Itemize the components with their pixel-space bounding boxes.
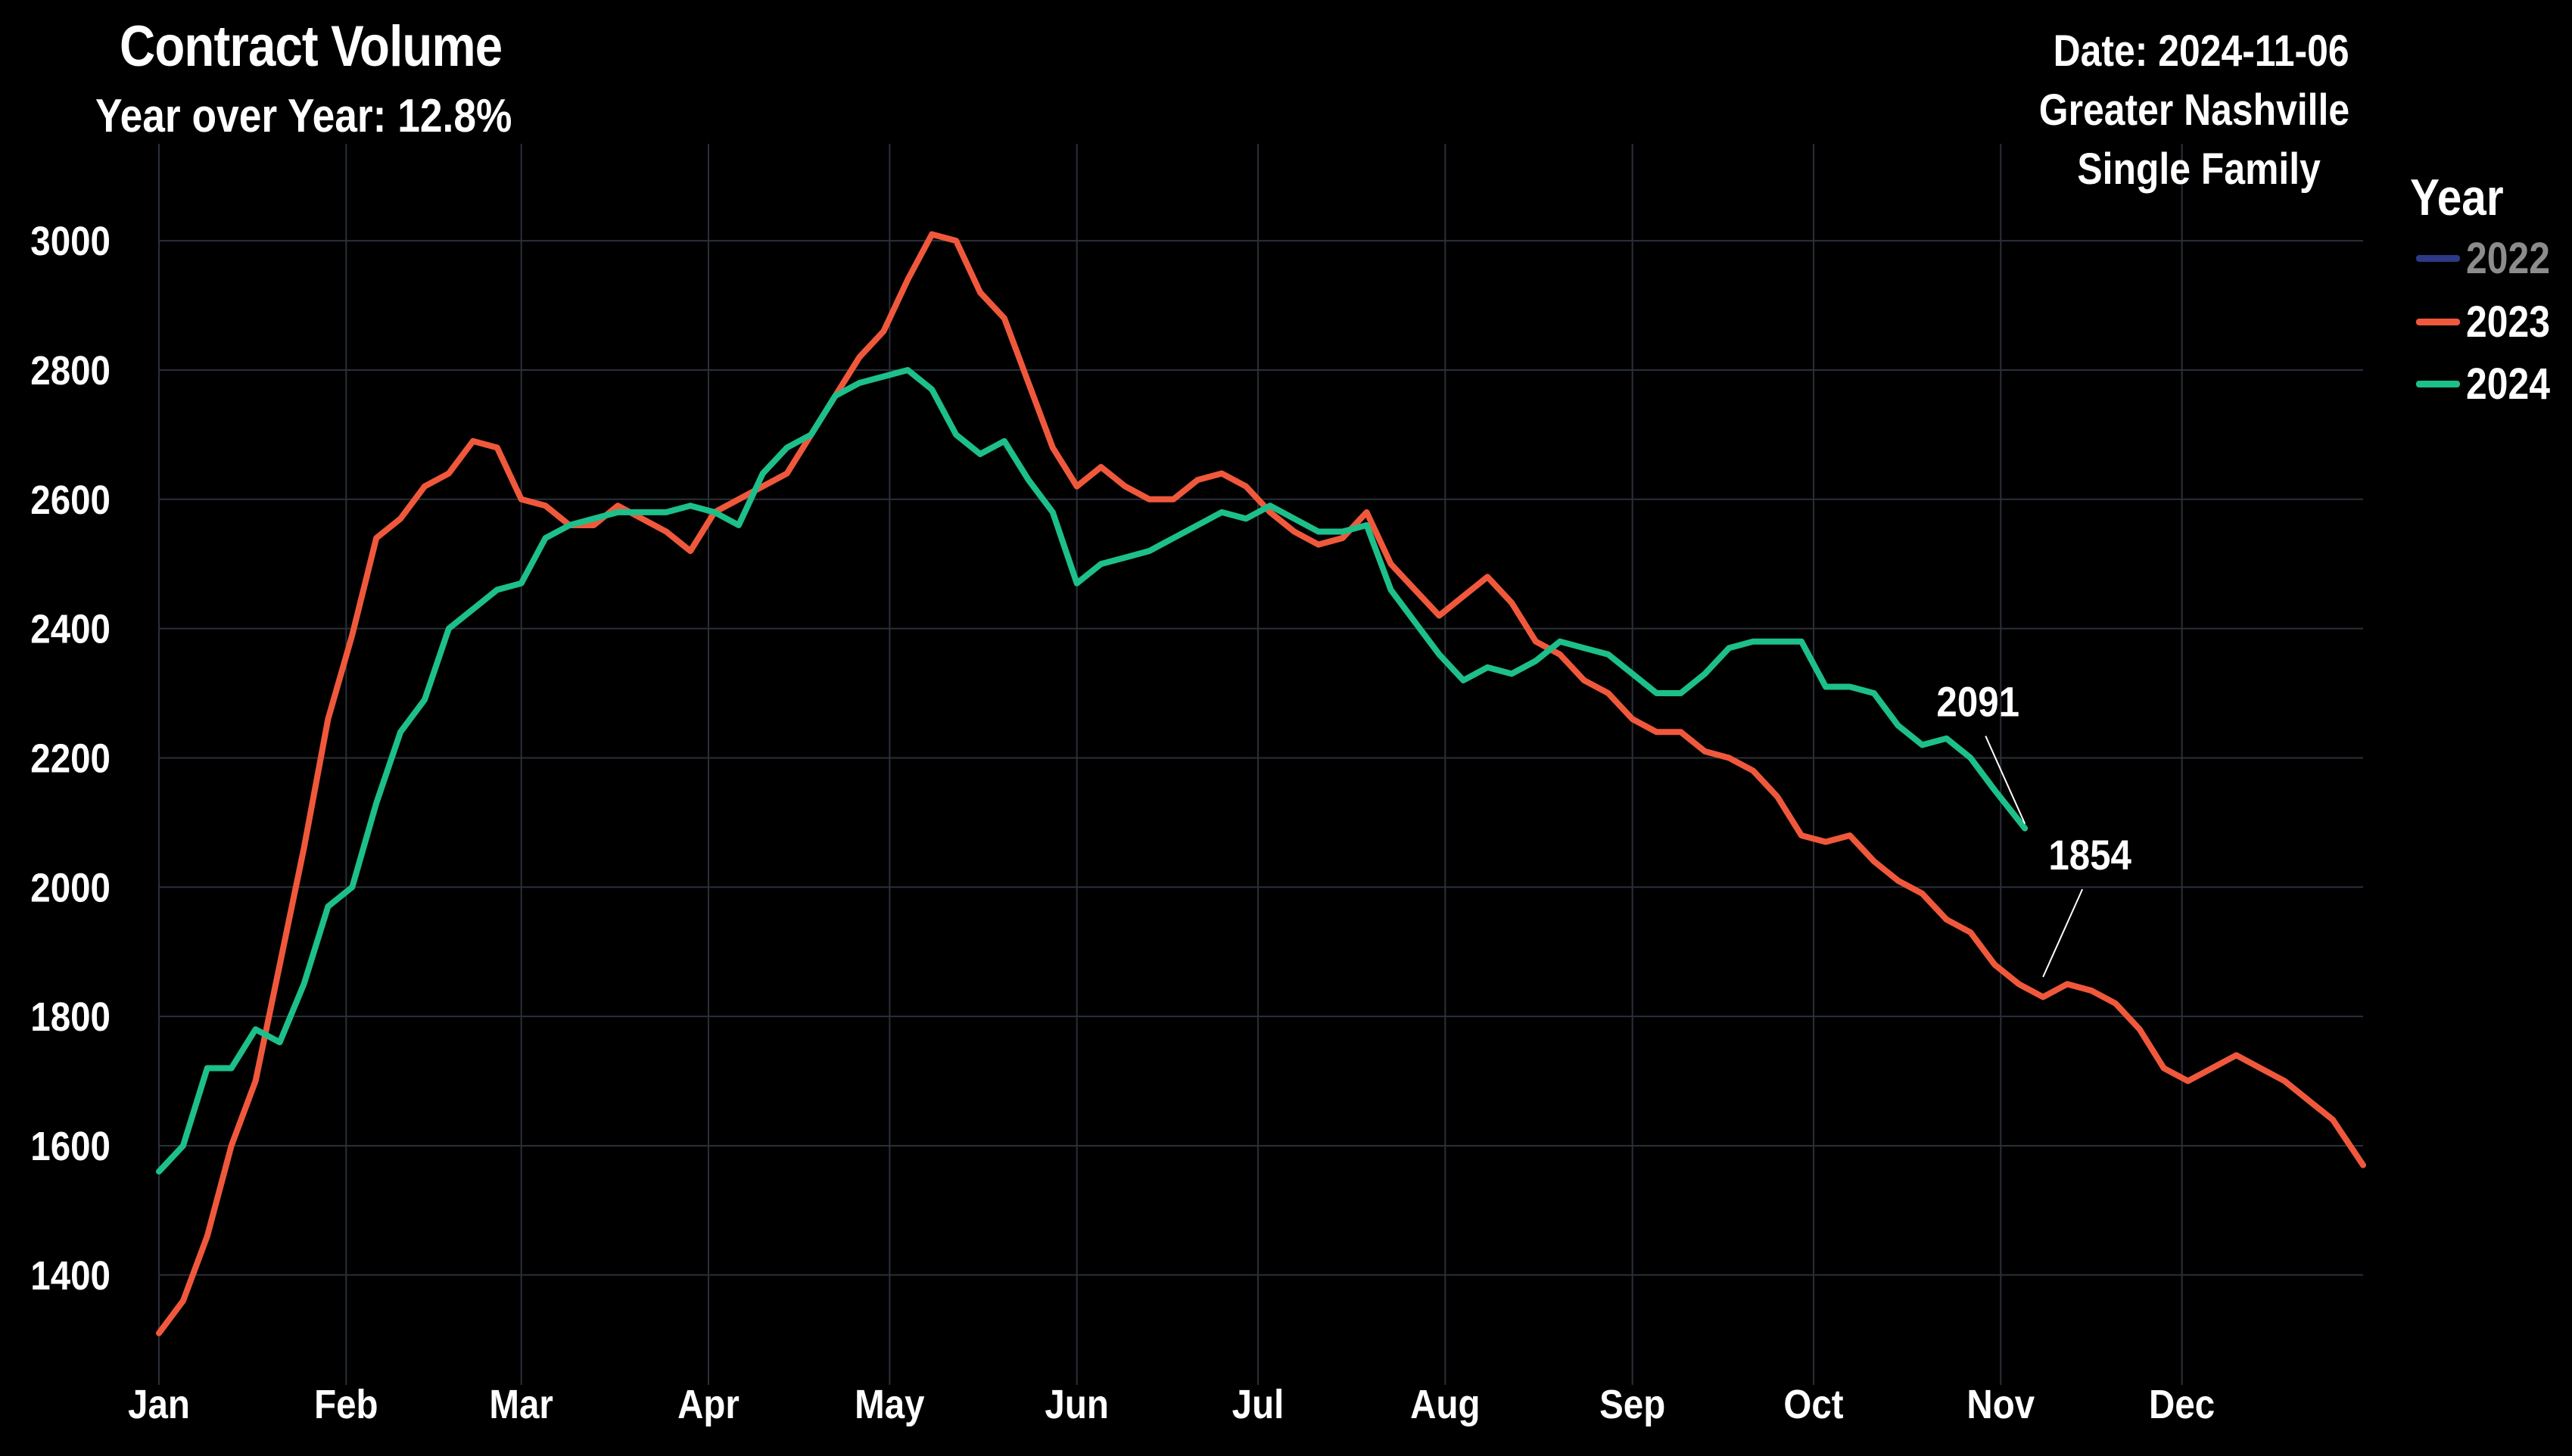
legend-item-2024[interactable]: 2024 [2416, 357, 2564, 410]
chart-subtitle: Year over Year: 12.8% [95, 90, 512, 142]
y-tick-2000: 2000 [30, 864, 111, 910]
annotation-label-2023: 1854 [2048, 832, 2131, 879]
series-line-2024 [156, 367, 2029, 1175]
y-tick-1400: 1400 [30, 1252, 111, 1299]
x-tick-dec: Dec [2149, 1381, 2215, 1427]
y-tick-3000: 3000 [30, 218, 111, 264]
x-tick-oct: Oct [1783, 1381, 1843, 1427]
date-label: Date: 2024-11-06 [2054, 26, 2349, 76]
legend-label-2024: 2024 [2466, 359, 2550, 409]
x-tick-may: May [855, 1381, 925, 1427]
y-tick-1600: 1600 [30, 1123, 111, 1169]
series-lines [156, 231, 2366, 1336]
x-tick-jun: Jun [1045, 1381, 1108, 1427]
legend-swatch-2023 [2416, 318, 2460, 325]
y-tick-2400: 2400 [30, 606, 111, 652]
y-tick-2600: 2600 [30, 477, 111, 523]
region-label: Greater Nashville [2038, 86, 2349, 135]
legend-label-2022: 2022 [2466, 233, 2550, 283]
x-tick-sep: Sep [1599, 1381, 1665, 1427]
annotation-leader-2024 [1985, 736, 2026, 824]
annotation-label-2024: 2091 [1936, 679, 2019, 726]
series-line-2023 [156, 231, 2366, 1336]
property-type-label: Single Family [2077, 145, 2321, 194]
legend-item-2022[interactable]: 2022 [2416, 232, 2564, 285]
legend-swatch-2024 [2416, 380, 2460, 387]
horizontal-gridlines [159, 240, 2363, 1276]
legend-item-2023[interactable]: 2023 [2416, 295, 2564, 348]
x-tick-nov: Nov [1966, 1381, 2035, 1427]
y-tick-2800: 2800 [30, 347, 111, 394]
x-axis-ticks: Jan Feb Mar Apr May Jun Jul Aug Sep Oct Nov Dec [128, 1381, 2215, 1427]
x-tick-jul: Jul [1232, 1381, 1284, 1427]
vertical-gridlines [158, 144, 2183, 1385]
x-tick-feb: Feb [314, 1381, 378, 1427]
x-tick-mar: Mar [489, 1381, 553, 1427]
x-tick-aug: Aug [1410, 1381, 1480, 1427]
annotations: 2091 1854 [1936, 679, 2132, 978]
legend-swatch-2022 [2416, 254, 2460, 262]
legend-title: Year [2410, 169, 2504, 226]
legend-label-2023: 2023 [2466, 297, 2550, 347]
y-tick-2200: 2200 [30, 736, 111, 782]
x-tick-apr: Apr [677, 1381, 740, 1427]
chart-title: Contract Volume [120, 14, 503, 79]
y-axis-ticks: 1400 1600 1800 2000 2200 2400 2600 2800 3000 [30, 218, 111, 1298]
annotation-leader-2023 [2042, 888, 2084, 978]
y-tick-1800: 1800 [30, 994, 111, 1040]
x-tick-jan: Jan [128, 1381, 190, 1427]
